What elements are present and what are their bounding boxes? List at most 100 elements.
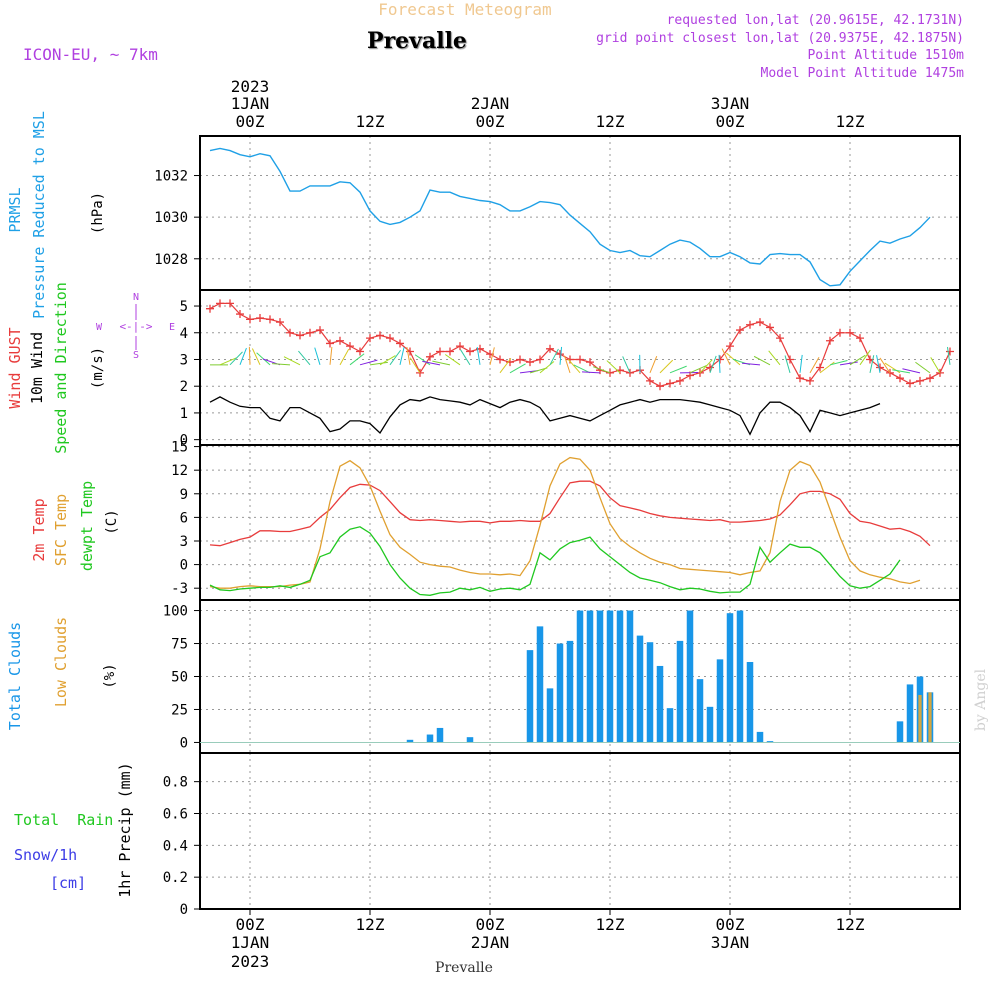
total-cloud-bar [616,610,624,743]
wind-direction-arrow [699,359,713,374]
gust-marker [876,363,884,372]
low-cloud-bar [928,692,932,743]
gust-marker [276,318,284,327]
total-cloud-bar [466,737,474,743]
gust-marker [386,334,394,343]
wind-speed-direction-label: Speed and Direction [52,282,70,454]
top-hour-label: 00Z [476,112,505,131]
bottom-date-label: 2JAN [471,933,510,952]
temp2m-label: 2m Temp [30,498,48,561]
gust-marker [666,379,674,388]
total-cloud-bar [756,731,764,743]
precip-unit-label: 1hr Precip (mm) [116,762,134,897]
total-cloud-bar [526,650,534,743]
wind-direction-arrow [349,353,365,366]
top-hour-label: 00Z [716,112,745,131]
wind-direction-arrow [784,355,791,373]
top-date-label: 1JAN [231,94,270,113]
wind-direction-arrow [339,348,350,366]
gust-marker [826,336,834,345]
model-altitude: Model Point Altitude 1475m [761,66,965,81]
wind-direction-arrow [709,355,717,374]
wind-direction-arrow [581,371,601,374]
rain-label: Total Rain [14,811,113,829]
y-tick-label: 75 [171,637,188,653]
gust-marker [416,368,424,377]
wind-direction-arrow [489,347,495,365]
panel-5: 0 0.2 0.4 0.6 0.8 [163,752,961,918]
y-tick-label: 2 [180,379,188,395]
wind-direction-arrow [799,354,803,373]
wind-direction-arrow [399,347,405,365]
gust-marker [256,314,264,323]
wind-direction-arrow [509,363,526,374]
y-tick-label: 0 [180,558,188,574]
wind-direction-arrow [892,369,911,374]
wind-direction-arrow [768,350,781,366]
panel-frame [199,752,961,910]
y-tick-label: 6 [180,510,188,526]
top-year-label: 2023 [231,77,270,96]
y-tick-label: 0.2 [163,870,188,886]
total-clouds-label: Total Clouds [6,622,24,730]
wind-direction-arrow [718,354,721,373]
total-cloud-bar [706,706,714,743]
wind-direction-arrow [649,355,658,374]
gust-marker [346,342,354,351]
top-date-label: 2JAN [471,94,510,113]
wind-direction-arrow [563,355,571,373]
gust-marker [656,382,664,391]
total-cloud-bar [676,640,684,743]
wind-direction-arrow [422,360,441,366]
total-cloud-bar [736,610,744,743]
gust-marker [646,376,654,385]
wind-direction-arrow [359,359,378,366]
dewpt-series-line [209,526,901,596]
gust-marker [236,310,244,319]
gust-marker [566,355,574,364]
y-tick-label: 5 [180,299,188,315]
wind-direction-arrow [839,361,858,366]
gust-marker [536,355,544,364]
total-cloud-bar [716,659,724,743]
wind-direction-arrow [283,356,301,366]
y-tick-label: 0.4 [163,838,188,854]
temp2m-series-line [209,480,931,547]
wind-direction-arrow [742,362,761,366]
total-cloud-bar [426,734,434,743]
wind-direction-arrow [329,346,333,365]
wind-direction-arrow [902,368,921,374]
total-cloud-bar [726,613,734,743]
sfc-temp-label: SFC Temp [52,494,70,566]
wind-direction-arrow [229,351,243,366]
top-date-label: 3JAN [711,94,750,113]
wind-direction-arrow [314,347,321,365]
gust-marker [296,331,304,340]
compass-south: S [133,350,139,361]
wind-direction-arrow [406,347,411,365]
gust-marker [766,323,774,332]
gust-marker [546,344,554,353]
wind-direction-arrow [573,364,591,374]
wind-direction-arrow [592,366,611,374]
gust-marker [326,339,334,348]
total-cloud-bar [596,610,604,743]
gust-marker [756,318,764,327]
total-cloud-bar [536,626,544,743]
wind-compass: N <-|-> W E S [96,292,175,361]
wind-direction-arrow [809,357,820,374]
wind-direction-arrow [689,365,707,374]
y-tick-label: 15 [171,440,188,456]
gust-marker [796,374,804,383]
total-cloud-bar [586,610,594,743]
total-cloud-bar [576,610,584,743]
wind-direction-arrow [476,346,481,365]
wind-direction-arrow [876,355,881,373]
y-tick-label: 1 [180,406,188,422]
bottom-year-label: 2023 [231,952,270,971]
wind-direction-arrow [444,354,461,366]
wind-direction-arrow [669,365,687,374]
wind-direction-arrow [567,358,581,374]
dewpt-label: dewpt Temp [78,481,96,571]
